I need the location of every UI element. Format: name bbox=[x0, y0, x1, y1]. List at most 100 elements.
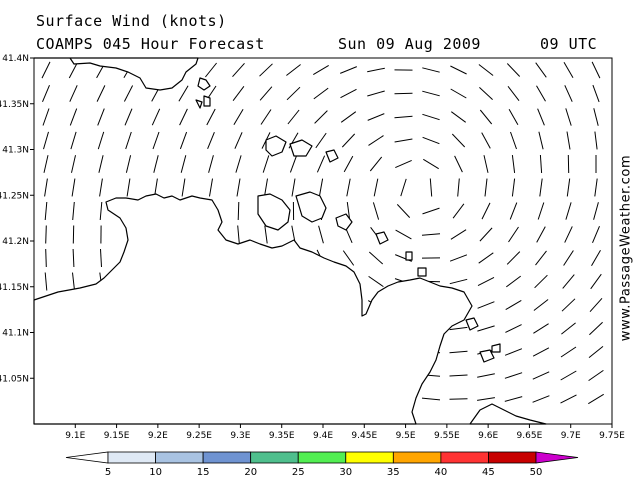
wind-barb bbox=[478, 64, 494, 76]
wind-barb bbox=[346, 178, 351, 197]
wind-barb bbox=[477, 397, 495, 401]
lon-label: 9.45E bbox=[351, 431, 377, 441]
wind-barb bbox=[536, 226, 546, 243]
time-label: 09 UTC bbox=[540, 35, 598, 53]
wind-barb bbox=[511, 178, 516, 197]
wind-barb bbox=[126, 178, 131, 197]
wind-barb bbox=[151, 108, 161, 126]
wind-barb bbox=[395, 159, 412, 169]
wind-barb bbox=[593, 202, 599, 220]
wind-barb bbox=[560, 370, 577, 381]
wind-barb bbox=[152, 131, 160, 150]
corsica-coast bbox=[33, 57, 199, 91]
southeast-coast bbox=[469, 403, 547, 425]
wind-barb bbox=[592, 84, 600, 103]
lon-label: 9.3E bbox=[230, 431, 250, 441]
wind-barb bbox=[481, 202, 491, 220]
wind-barb bbox=[232, 62, 245, 78]
wind-barb bbox=[373, 178, 379, 197]
wind-barb bbox=[539, 178, 543, 197]
wind-barb bbox=[259, 86, 273, 101]
wind-barb bbox=[69, 108, 78, 126]
wind-barb bbox=[588, 369, 604, 382]
colorbar-segment bbox=[488, 451, 537, 464]
wind-barb bbox=[421, 233, 441, 236]
wind-barb bbox=[343, 155, 354, 173]
wind-barb bbox=[44, 201, 48, 221]
coastal-islet-1 bbox=[375, 231, 427, 277]
lat-label: 41.4N bbox=[2, 54, 29, 64]
wind-barb bbox=[287, 109, 300, 125]
wind-barb bbox=[565, 202, 572, 220]
wind-barb bbox=[451, 111, 466, 123]
wind-barb bbox=[340, 111, 357, 123]
wind-barb bbox=[591, 249, 601, 267]
wind-barb bbox=[452, 203, 465, 219]
coastal-islet-2 bbox=[465, 317, 501, 363]
wind-barb bbox=[125, 155, 132, 173]
wind-barb bbox=[368, 251, 384, 265]
wind-barb bbox=[236, 178, 241, 197]
wind-barb bbox=[477, 301, 495, 309]
colorbar-segment bbox=[250, 451, 299, 464]
date-label: Sun 09 Aug 2009 bbox=[338, 35, 481, 53]
wind-barb bbox=[506, 251, 521, 265]
wind-barb bbox=[68, 61, 79, 79]
wind-barb bbox=[98, 155, 104, 173]
wind-barb bbox=[41, 61, 51, 79]
wind-barb bbox=[340, 88, 357, 99]
wind-barb bbox=[70, 131, 77, 150]
wind-barb bbox=[592, 226, 600, 243]
wind-barb bbox=[537, 108, 545, 126]
wind-barb bbox=[395, 229, 412, 240]
colorbar-segment bbox=[297, 451, 347, 464]
wind-barb bbox=[42, 108, 50, 126]
wind-barb bbox=[450, 65, 467, 75]
wind-barb bbox=[565, 108, 572, 126]
wind-barb bbox=[477, 276, 495, 287]
wind-barb bbox=[537, 202, 545, 220]
wind-barb bbox=[318, 178, 324, 197]
wind-barb bbox=[429, 178, 433, 197]
wind-barb bbox=[449, 278, 468, 285]
wind-barb bbox=[504, 348, 523, 356]
wind-barb bbox=[560, 394, 577, 404]
wind-barb bbox=[97, 108, 105, 126]
wind-barb bbox=[45, 248, 47, 268]
wind-barb bbox=[478, 252, 494, 264]
wind-barb bbox=[367, 67, 385, 73]
wind-barb bbox=[72, 248, 75, 268]
wind-barb bbox=[449, 398, 468, 400]
wind-barb bbox=[262, 155, 270, 173]
wind-barb bbox=[533, 299, 549, 311]
wind-barb bbox=[342, 250, 355, 266]
wind-barb bbox=[346, 202, 351, 220]
wind-barb bbox=[564, 226, 573, 243]
wind-barb bbox=[422, 67, 440, 73]
colorbar-segment bbox=[202, 451, 252, 464]
lon-label: 9.55E bbox=[434, 431, 460, 441]
wind-barb bbox=[125, 131, 132, 150]
wind-barb bbox=[504, 372, 523, 379]
wind-barb bbox=[233, 108, 244, 126]
lat-label: 41.35N bbox=[0, 100, 29, 110]
colorbar-label: 10 bbox=[149, 467, 162, 478]
wind-barb bbox=[43, 155, 49, 173]
wind-barb bbox=[422, 136, 440, 145]
sardinia-coast bbox=[33, 193, 473, 425]
colorbar-segment bbox=[107, 451, 156, 464]
wind-barb bbox=[313, 87, 329, 100]
colorbar-label: 35 bbox=[387, 467, 400, 478]
wind-barb bbox=[534, 274, 548, 289]
wind-barb bbox=[588, 393, 604, 405]
wind-barb bbox=[394, 138, 413, 143]
wind-barb bbox=[394, 115, 413, 119]
colorbar-segment bbox=[392, 451, 442, 464]
wind-barb bbox=[457, 178, 460, 197]
wind-barb bbox=[237, 225, 240, 244]
colorbar-segment bbox=[65, 451, 109, 464]
lon-label: 9.2E bbox=[148, 431, 168, 441]
wind-barb bbox=[449, 254, 468, 262]
wind-barb bbox=[421, 397, 441, 401]
wind-barb bbox=[97, 131, 105, 150]
